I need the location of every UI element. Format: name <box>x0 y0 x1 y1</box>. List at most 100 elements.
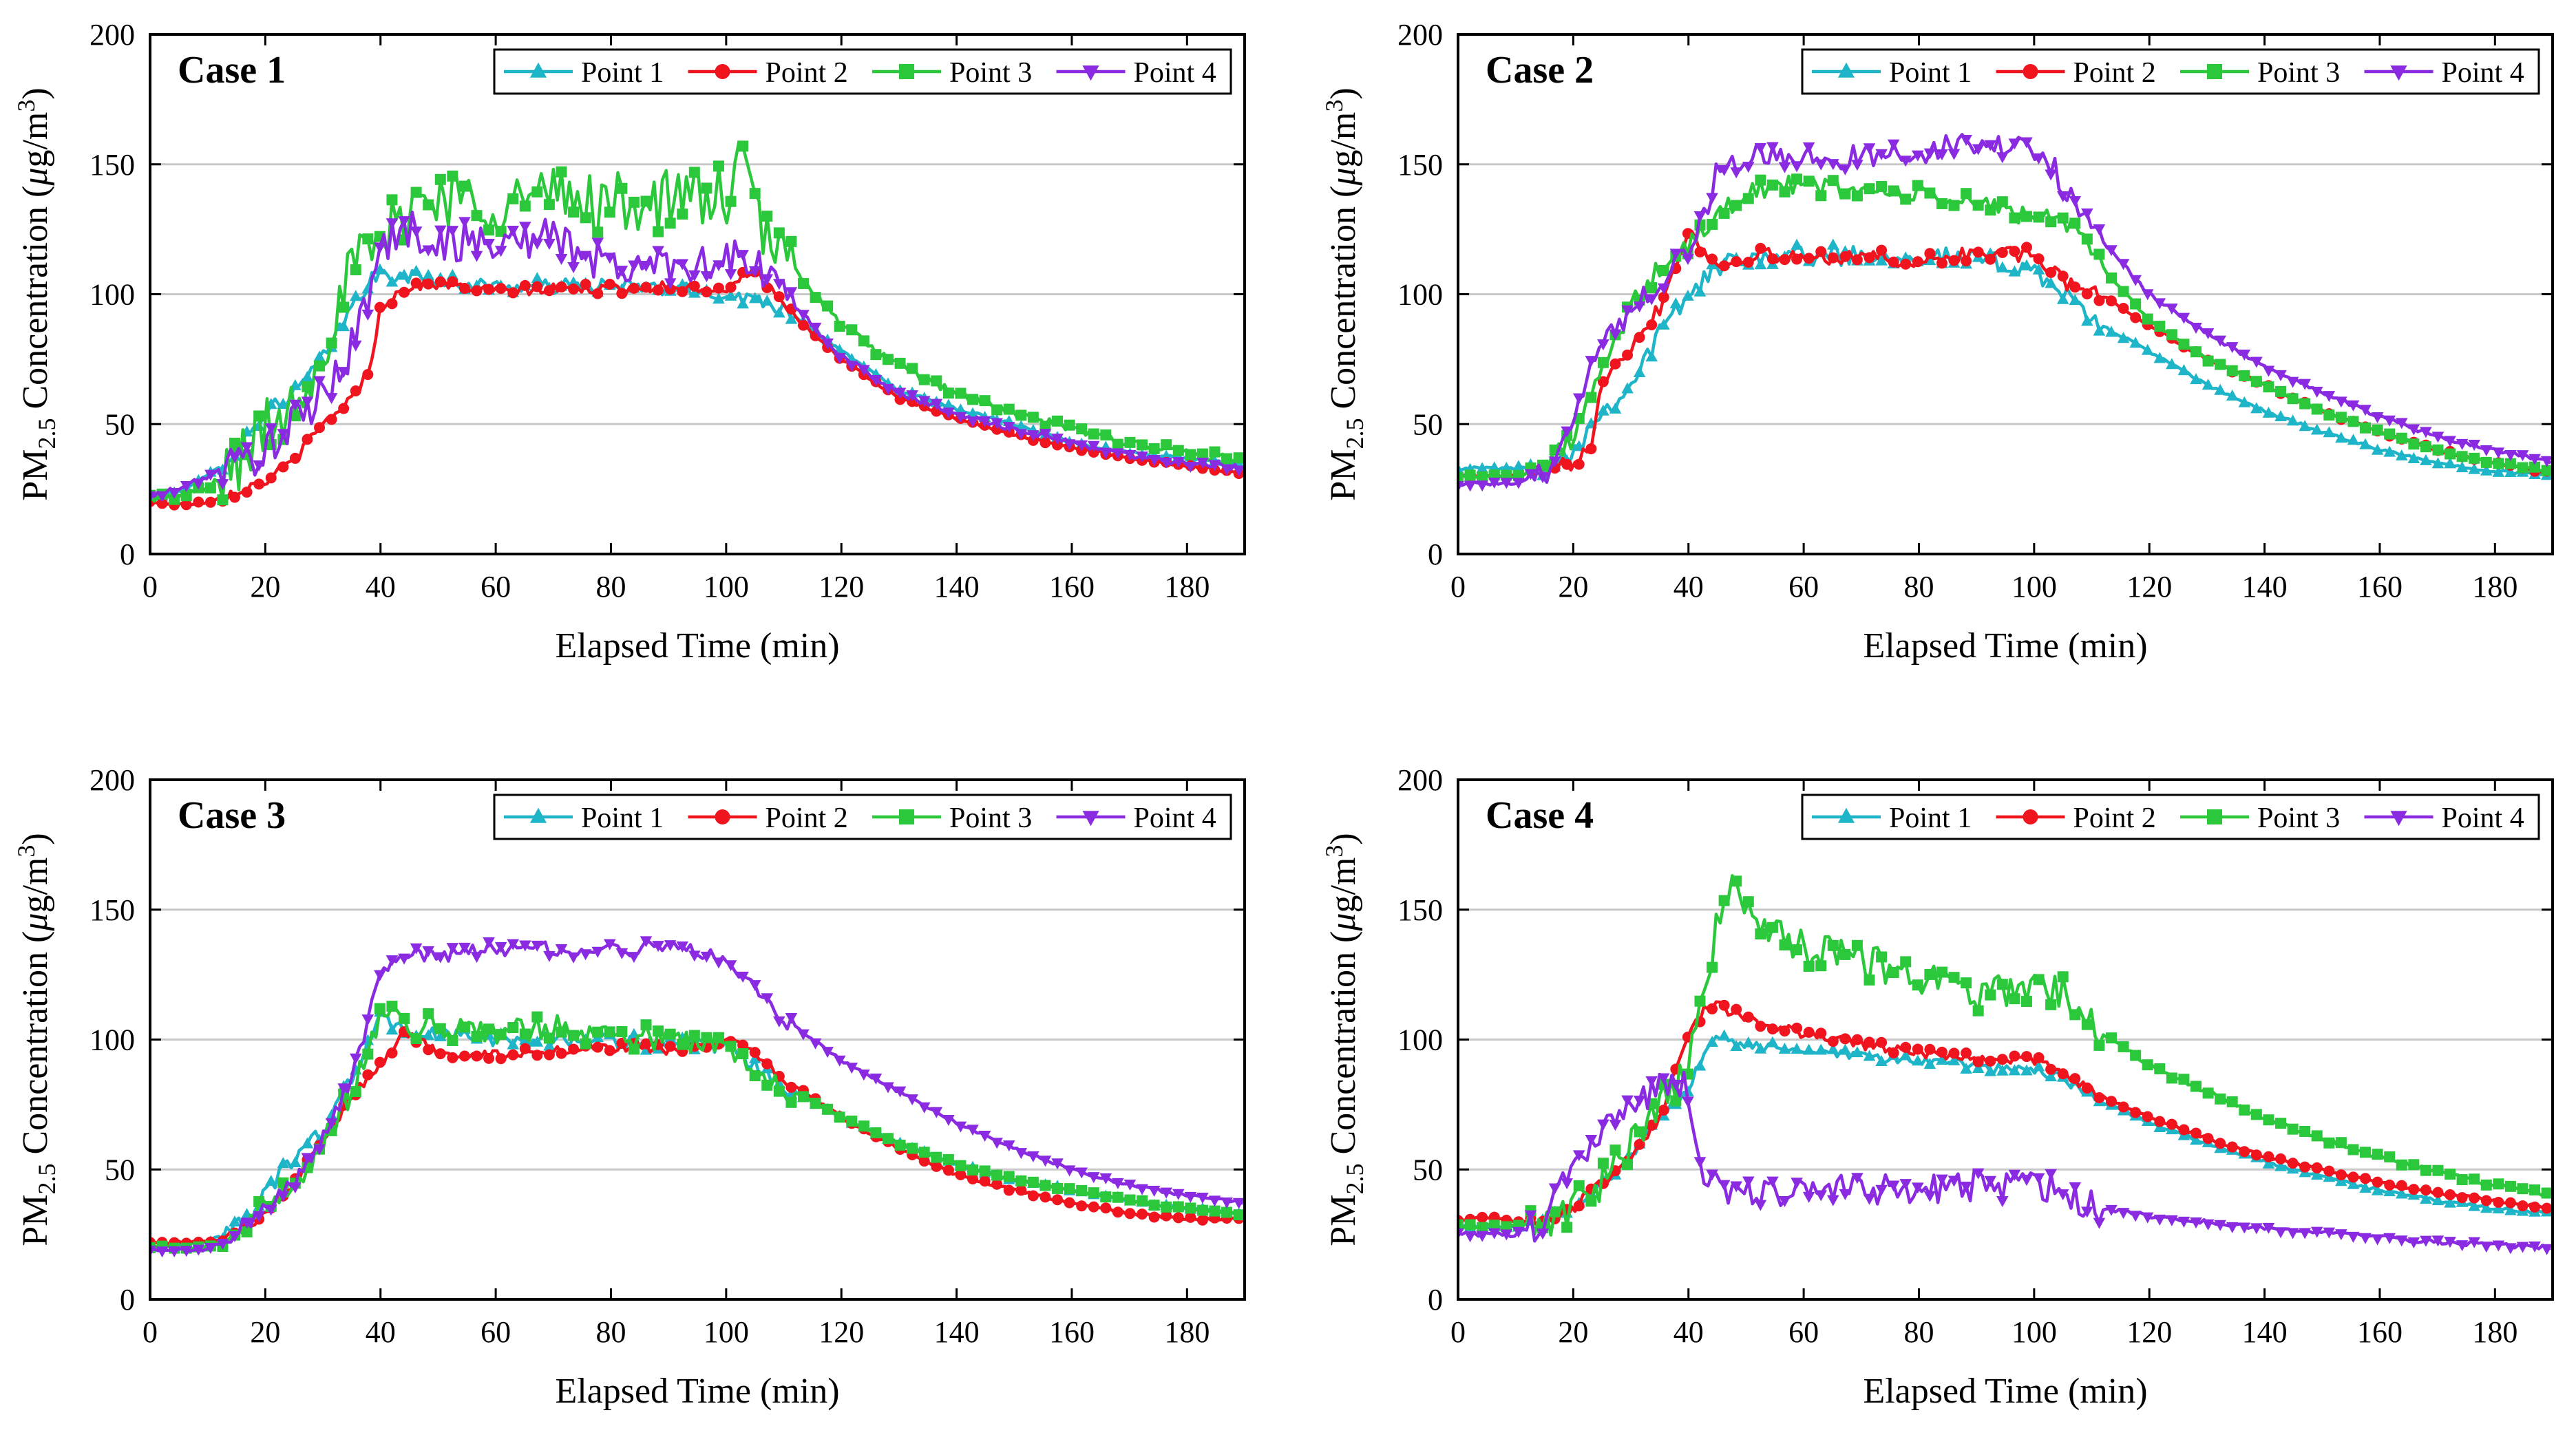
data-point <box>1961 1047 1972 1059</box>
data-point <box>748 292 761 304</box>
data-point <box>604 279 615 290</box>
data-point <box>701 1032 712 1043</box>
data-point <box>1524 469 1537 480</box>
data-point <box>1124 436 1136 448</box>
data-point <box>931 375 942 387</box>
series-point-4 <box>1458 133 2553 493</box>
y-axis-label: PM2.5 Concentration (μg/m3) <box>1320 87 1369 500</box>
data-point <box>1936 966 1947 978</box>
data-point <box>1209 446 1221 458</box>
data-point <box>1088 1201 1099 1213</box>
data-point <box>712 1032 724 1043</box>
data-point <box>543 285 555 297</box>
data-point <box>797 319 809 331</box>
legend-label: Point 2 <box>766 57 848 89</box>
data-point <box>423 1044 434 1056</box>
x-tick-label: 100 <box>704 570 749 604</box>
data-point <box>979 1175 991 1187</box>
y-axis-label: PM2.5 Concentration (μg/m3) <box>1320 833 1369 1246</box>
data-point <box>423 1008 434 1019</box>
data-point <box>1996 261 2009 273</box>
data-point <box>955 1169 967 1180</box>
data-point <box>374 1003 386 1014</box>
y-tick-label: 100 <box>89 278 135 312</box>
data-point <box>277 398 290 409</box>
data-point <box>398 953 410 965</box>
data-point <box>386 1001 398 1012</box>
data-point <box>2371 412 2384 424</box>
series-line <box>150 1004 1244 1250</box>
chart-panel-4: 0 20 40 60 80 100 120 140 160 180 0 50 100 150 200 Elap… <box>1320 763 2554 1411</box>
data-point <box>2009 1050 2020 1062</box>
data-point <box>1585 392 1597 403</box>
y-tick-label: 100 <box>1397 1023 1443 1057</box>
data-point <box>1755 928 1766 940</box>
data-point <box>882 1082 894 1094</box>
data-point <box>2541 1187 2553 1199</box>
data-point <box>1585 1135 1598 1147</box>
data-point <box>374 242 386 254</box>
data-point <box>1996 1064 2009 1076</box>
data-point <box>410 943 423 955</box>
data-point <box>1899 156 1912 167</box>
data-point <box>289 1182 302 1194</box>
data-point <box>918 1156 930 1167</box>
x-tick-label: 180 <box>2472 570 2517 604</box>
data-point <box>1076 1184 1088 1196</box>
data-point <box>664 278 677 290</box>
data-point <box>942 1164 954 1176</box>
data-point <box>325 393 338 405</box>
data-point <box>2056 1189 2069 1201</box>
data-point <box>2263 381 2274 393</box>
x-tick-label: 180 <box>2472 1315 2517 1349</box>
data-point <box>2105 326 2118 337</box>
data-point <box>664 940 677 952</box>
data-point <box>289 452 301 464</box>
data-point <box>1221 1197 1233 1209</box>
data-point <box>1622 349 1634 361</box>
data-point <box>1718 260 1730 272</box>
data-point <box>688 1030 700 1041</box>
data-point <box>979 395 991 407</box>
data-point <box>1802 1191 1815 1203</box>
data-point <box>399 286 410 298</box>
data-point <box>1136 451 1148 463</box>
data-point <box>845 1063 858 1074</box>
x-tick-label: 160 <box>1049 570 1095 604</box>
data-point <box>1184 1191 1197 1203</box>
data-point <box>2153 1214 2166 1226</box>
data-point <box>2395 418 2408 429</box>
data-point <box>1185 449 1196 460</box>
data-point <box>773 1016 785 1028</box>
data-point <box>2238 1222 2251 1234</box>
data-point <box>2032 153 2045 164</box>
data-point <box>507 939 520 950</box>
data-point <box>568 1030 580 1041</box>
data-point <box>180 481 193 493</box>
data-point <box>150 1246 156 1257</box>
data-point <box>1766 1176 1779 1188</box>
data-point <box>2069 294 2082 306</box>
data-point <box>556 166 567 178</box>
data-point <box>1766 142 1779 153</box>
data-point <box>2359 1233 2372 1244</box>
data-point <box>1051 1158 1064 1170</box>
data-point <box>350 264 361 276</box>
data-point <box>1477 1222 1488 1233</box>
y-tick-label: 200 <box>1397 763 1443 797</box>
data-point <box>2129 275 2142 286</box>
data-point <box>2033 253 2045 265</box>
data-point <box>1196 1192 1209 1204</box>
data-point <box>1148 1200 1160 1211</box>
data-point <box>229 1215 241 1227</box>
series-point-2 <box>150 266 1245 511</box>
data-point <box>314 360 326 372</box>
data-point <box>1887 1180 1900 1192</box>
data-point <box>1002 422 1015 434</box>
data-point <box>2396 1180 2407 1191</box>
data-point <box>1458 1228 1464 1239</box>
chart-title: Case 2 <box>1486 49 1594 92</box>
data-point <box>761 1058 773 1069</box>
data-point <box>592 288 604 299</box>
data-point <box>1924 187 1936 199</box>
